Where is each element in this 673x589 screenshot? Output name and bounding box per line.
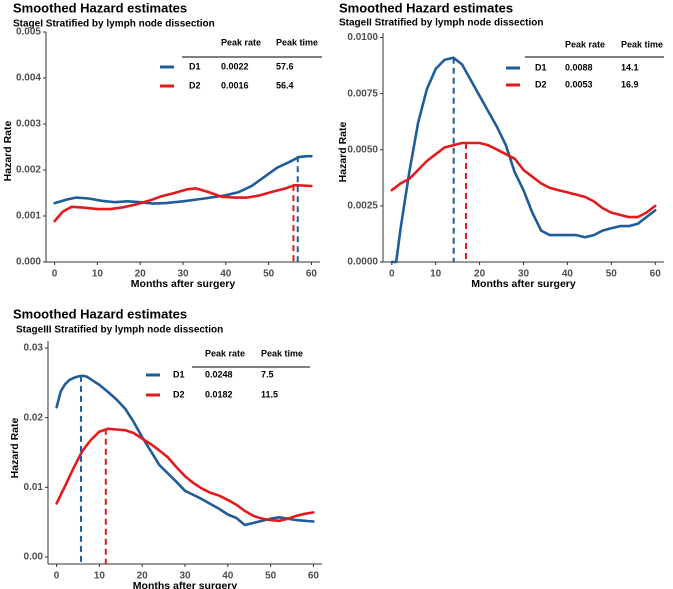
legend-label: D1 <box>189 61 201 71</box>
legend-header-peak-rate: Peak rate <box>221 37 261 47</box>
y-tick-label: 0.000 <box>16 257 41 268</box>
y-tick-label: 0.004 <box>16 73 41 84</box>
x-tick-label: 10 <box>92 269 104 280</box>
x-tick-label: 20 <box>474 269 486 280</box>
legend-header-peak-time: Peak time <box>276 37 318 47</box>
x-tick-label: 10 <box>430 269 442 280</box>
legend-table: Peak rate Peak time D1 0.0022 57.6 D2 0.0016 56… <box>160 37 322 90</box>
chart-title: Smoothed Hazard estimates <box>339 0 513 15</box>
legend-header-peak-rate: Peak rate <box>565 39 605 49</box>
x-tick-label: 40 <box>562 269 574 280</box>
x-tick-label: 60 <box>308 571 320 582</box>
x-axis-label: Months after surgery <box>131 278 236 290</box>
y-tick-label: 0.0025 <box>347 201 378 212</box>
y-tick-label: 0.0050 <box>347 144 378 155</box>
x-axis-label: Months after surgery <box>133 580 238 589</box>
legend-peak-time: 11.5 <box>261 389 278 399</box>
legend-header-peak-time: Peak time <box>261 348 303 358</box>
y-tick-label: 0.02 <box>24 412 44 423</box>
x-tick-label: 0 <box>54 571 60 582</box>
legend-peak-time: 56.4 <box>276 80 294 90</box>
x-axis-label: Months after surgery <box>471 278 576 290</box>
y-tick-label: 0.0000 <box>347 257 378 268</box>
legend-label: D2 <box>173 389 185 399</box>
y-tick-label: 0.0100 <box>347 32 378 43</box>
legend-peak-rate: 0.0088 <box>565 62 593 72</box>
legend-peak-time: 7.5 <box>261 369 274 379</box>
legend-header-peak-rate: Peak rate <box>205 348 245 358</box>
y-tick-label: 0.03 <box>24 343 44 354</box>
y-tick-label: 0.002 <box>16 165 41 176</box>
y-tick-label: 0.01 <box>24 482 44 493</box>
legend-table: Peak rate Peak time D1 0.0248 7.5 D2 0.0182 11.… <box>146 348 310 399</box>
legend-peak-time: 16.9 <box>621 79 639 89</box>
y-tick-label: 0.00 <box>24 552 44 563</box>
y-tick-label: 0.001 <box>16 211 41 222</box>
y-axis-label: Hazard Rate <box>2 121 14 182</box>
chart-subtitle: StageI Stratified by lymph node dissecti… <box>13 19 215 30</box>
series-line-d2 <box>55 427 315 523</box>
legend-peak-rate: 0.0182 <box>205 389 233 399</box>
y-axis-label: Hazard Rate <box>9 418 21 479</box>
x-tick-label: 50 <box>606 269 618 280</box>
x-tick-label: 30 <box>518 269 530 280</box>
x-tick-label: 0 <box>52 269 58 280</box>
legend-table: Peak rate Peak time D1 0.0088 14.1 D2 0.0053 16… <box>506 39 664 89</box>
x-tick-label: 30 <box>179 571 191 582</box>
chart-subtitle: StageIII Stratified by lymph node dissec… <box>16 325 223 336</box>
series-line-d1 <box>390 56 657 264</box>
x-tick-label: 0 <box>389 269 395 280</box>
legend-peak-time: 14.1 <box>621 62 639 72</box>
y-tick-label: 0.0075 <box>347 88 378 99</box>
y-tick-label: 0.005 <box>16 27 41 38</box>
x-tick-label: 40 <box>222 571 234 582</box>
x-tick-label: 60 <box>306 269 318 280</box>
legend-label: D1 <box>173 369 185 379</box>
legend-label: D2 <box>535 79 547 89</box>
series-line-d2 <box>390 141 657 219</box>
series-line-d1 <box>53 154 313 205</box>
legend-peak-time: 57.6 <box>276 61 294 71</box>
legend-label: D1 <box>535 62 547 72</box>
x-tick-label: 60 <box>650 269 662 280</box>
x-tick-label: 50 <box>263 269 275 280</box>
x-tick-label: 30 <box>177 269 189 280</box>
chart-panel-3: Smoothed Hazard estimates StageIII Strati… <box>9 306 322 589</box>
chart-subtitle: StageII Stratified by lymph node dissect… <box>339 18 543 29</box>
chart-panel-1: Smoothed Hazard estimates StageI Stratifi… <box>2 0 322 290</box>
x-tick-label: 20 <box>135 269 147 280</box>
chart-panel-2: Smoothed Hazard estimates StageII Stratif… <box>337 0 664 290</box>
legend-peak-rate: 0.0248 <box>205 369 233 379</box>
x-tick-label: 20 <box>137 571 149 582</box>
y-tick-label: 0.003 <box>16 119 41 130</box>
legend-peak-rate: 0.0016 <box>221 80 249 90</box>
chart-title: Smoothed Hazard estimates <box>13 306 187 321</box>
legend-label: D2 <box>189 80 201 90</box>
chart-title: Smoothed Hazard estimates <box>13 0 187 15</box>
series-line-d2 <box>53 183 313 223</box>
x-tick-label: 10 <box>94 571 106 582</box>
y-axis-label: Hazard Rate <box>337 122 349 183</box>
legend-peak-rate: 0.0022 <box>221 61 249 71</box>
x-tick-label: 40 <box>220 269 232 280</box>
x-tick-label: 50 <box>265 571 277 582</box>
legend-header-peak-time: Peak time <box>621 39 663 49</box>
legend-peak-rate: 0.0053 <box>565 79 593 89</box>
